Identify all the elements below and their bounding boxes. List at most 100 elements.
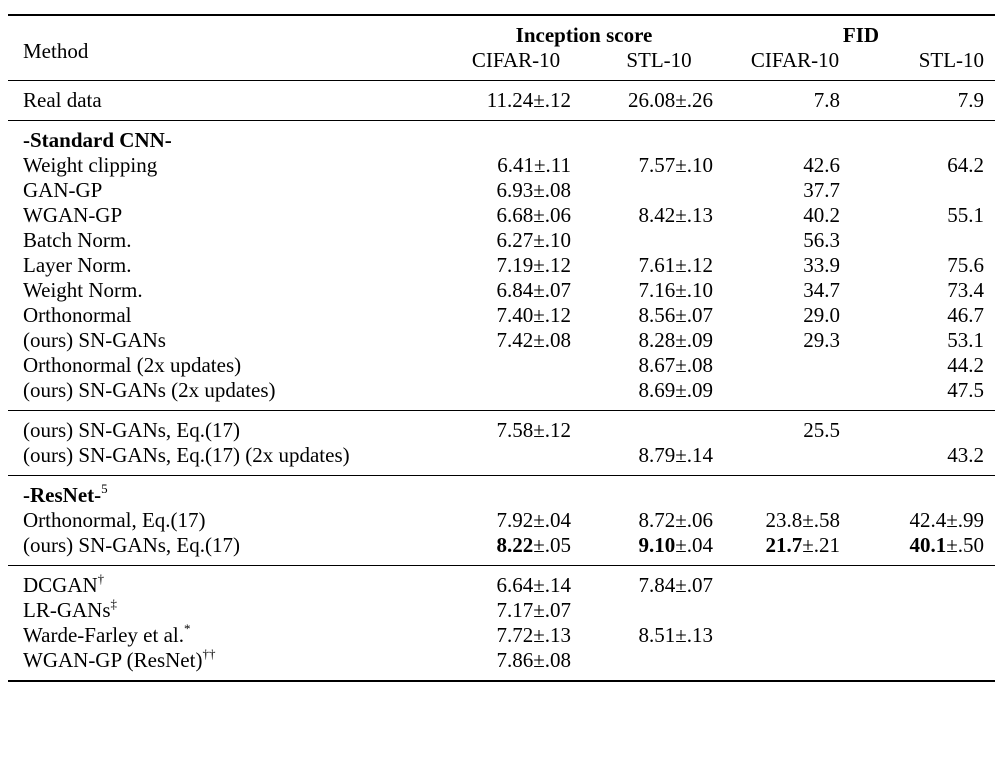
cell-is-cifar: 7.58±.12: [441, 410, 591, 443]
cell-fid-cifar: 29.0: [803, 303, 840, 327]
std-value: ±.04: [675, 533, 713, 557]
cell-is-stl: 8.67±.08: [638, 353, 713, 377]
table-row: Layer Norm. 7.19±.12 7.61±.12 33.9 75.6: [8, 253, 995, 278]
section-header-row: -ResNet-5: [8, 475, 996, 508]
std-value: ±.21: [802, 533, 840, 557]
cell-fid-cifar: 33.9: [803, 253, 840, 277]
cell-is-cifar: 11.24±.12: [441, 80, 591, 121]
table-row: Orthonormal, Eq.(17) 7.92±.04 8.72±.06 2…: [8, 508, 995, 533]
cell-fid-stl: [863, 623, 995, 648]
table-row: (ours) SN-GANs (2x updates) 8.69±.09 47.…: [8, 378, 995, 411]
footnote-marker: *: [183, 621, 191, 636]
row-method: Batch Norm.: [23, 228, 132, 252]
table-row: (ours) SN-GANs 7.42±.08 8.28±.09 29.3 53…: [8, 328, 995, 353]
cell-fid-cifar: 56.3: [803, 228, 840, 252]
cell-fid-stl: 53.1: [947, 328, 985, 352]
cell-is-cifar: [441, 353, 591, 378]
method-name: Warde-Farley et al.: [23, 623, 184, 647]
row-method: (ours) SN-GANs, Eq.(17) (2x updates): [23, 443, 350, 467]
row-method: LR-GANs‡: [8, 597, 441, 623]
method-name: DCGAN: [23, 573, 98, 597]
row-method: GAN-GP: [23, 178, 103, 202]
cell-fid-stl: 64.2: [947, 153, 985, 177]
cell-fid-stl: 55.1: [947, 203, 985, 227]
table-row: WGAN-GP 6.68±.06 8.42±.13 40.2 55.1: [8, 203, 995, 228]
cell-is-cifar: 6.84±.07: [496, 278, 571, 302]
cell-is-stl: 9.10±.04: [591, 533, 727, 566]
table-row: Orthonormal 7.40±.12 8.56±.07 29.0 46.7: [8, 303, 995, 328]
best-value: 21.7: [765, 533, 803, 557]
cell-is-stl: [591, 648, 727, 682]
fid-header: FID: [727, 14, 996, 48]
cell-is-stl: [591, 410, 727, 443]
table-row: WGAN-GP (ResNet)†† 7.86±.08: [8, 646, 996, 682]
cell-is-cifar: 6.93±.08: [496, 178, 571, 202]
header-stl-is: STL-10: [626, 48, 692, 72]
table-row: Warde-Farley et al.* 7.72±.13 8.51±.13: [8, 621, 995, 648]
table-row: Weight clipping 6.41±.11 7.57±.10 42.6 6…: [8, 153, 995, 178]
row-method: DCGAN†: [8, 565, 441, 598]
cell-is-cifar: 6.41±.11: [497, 153, 571, 177]
cell-fid-stl: 46.7: [947, 303, 985, 327]
cell-is-cifar: 7.19±.12: [496, 253, 571, 277]
cell-fid-stl: 42.4±.99: [909, 508, 985, 532]
cell-fid-cifar: 21.7±.21: [727, 533, 863, 566]
cell-fid-stl: 75.6: [947, 253, 985, 277]
cell-fid-stl: [863, 410, 996, 443]
table-row: LR-GANs‡ 7.17±.07: [8, 597, 995, 623]
cell-is-cifar: 7.72±.13: [496, 623, 571, 647]
cell-is-stl: 8.72±.06: [638, 508, 713, 532]
cell-fid-cifar: 25.5: [727, 410, 863, 443]
row-method: Weight Norm.: [23, 278, 143, 302]
cell-is-cifar: 8.22±.05: [441, 533, 591, 566]
cell-fid-stl: [863, 565, 996, 598]
cell-is-stl: 8.28±.09: [638, 328, 713, 352]
results-table: Method Inception score FID CIFAR-10 STL-…: [8, 14, 996, 682]
section-title-resnet: -ResNet-5: [8, 475, 996, 508]
footnote-marker: ††: [202, 646, 216, 661]
row-method: WGAN-GP: [23, 203, 123, 227]
cell-fid-stl: 47.5: [947, 378, 985, 402]
row-method: Warde-Farley et al.*: [8, 621, 441, 648]
table-row-best: (ours) SN-GANs, Eq.(17) 8.22±.05 9.10±.0…: [8, 533, 995, 566]
cell-is-stl: 8.69±.09: [638, 378, 713, 402]
row-method: Weight clipping: [23, 153, 158, 177]
table-row: (ours) SN-GANs, Eq.(17) (2x updates) 8.7…: [8, 443, 995, 476]
cell-fid-cifar: [727, 443, 863, 476]
cell-is-stl: 7.84±.07: [591, 565, 727, 598]
cell-fid-stl: [863, 648, 996, 682]
section-title-text: -Standard CNN-: [23, 128, 172, 152]
method-header: Method: [8, 14, 441, 81]
cell-fid-cifar: [727, 378, 863, 411]
cell-is-stl: 7.57±.10: [638, 153, 713, 177]
row-method: Layer Norm.: [23, 253, 132, 277]
table-row: Batch Norm. 6.27±.10 56.3: [8, 228, 995, 253]
table-row: DCGAN† 6.64±.14 7.84±.07: [8, 565, 996, 598]
cell-fid-stl: 7.9: [863, 80, 996, 121]
cell-fid-stl: [863, 228, 995, 253]
header-cifar-is: CIFAR-10: [471, 48, 561, 72]
cell-is-stl: [591, 598, 727, 623]
header-stl-fid: STL-10: [918, 48, 985, 72]
cell-is-cifar: 6.27±.10: [496, 228, 571, 252]
cell-fid-cifar: 23.8±.58: [765, 508, 840, 532]
cell-is-cifar: 6.64±.14: [441, 565, 591, 598]
cell-fid-cifar: [727, 565, 863, 598]
row-method: Orthonormal: [23, 303, 132, 327]
cell-is-stl: 26.08±.26: [591, 80, 727, 121]
cell-is-stl: 7.16±.10: [638, 278, 713, 302]
method-name: WGAN-GP (ResNet): [23, 648, 203, 672]
cell-is-stl: 7.61±.12: [638, 253, 713, 277]
best-value: 40.1: [909, 533, 947, 557]
row-method: (ours) SN-GANs (2x updates): [23, 378, 276, 402]
cell-fid-stl: 40.1±.50: [863, 533, 995, 566]
results-table-container: Method Inception score FID CIFAR-10 STL-…: [8, 14, 996, 682]
footnote-marker: 5: [101, 481, 108, 496]
table-row: GAN-GP 6.93±.08 37.7: [8, 178, 995, 203]
best-value: 9.10: [638, 533, 676, 557]
footnote-marker: †: [97, 571, 105, 586]
row-method: WGAN-GP (ResNet)††: [8, 646, 441, 682]
section-header-row: -Standard CNN-: [8, 120, 996, 153]
cell-fid-stl: [863, 598, 995, 623]
row-method: (ours) SN-GANs: [23, 328, 166, 352]
